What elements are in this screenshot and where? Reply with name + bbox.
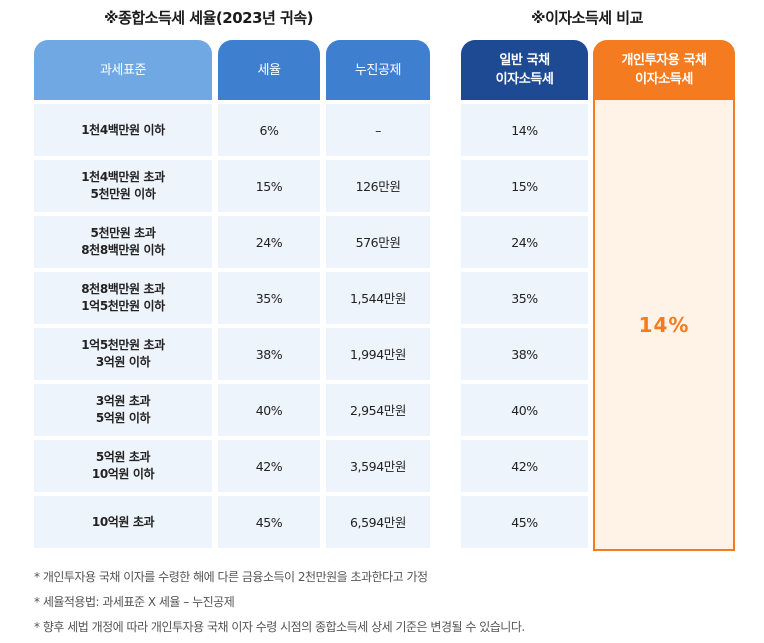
footnote: * 개인투자용 국채 이자를 수령한 해에 다른 금융소득이 2천만원을 초과한… — [34, 570, 428, 584]
header-rate: 세율 — [218, 40, 320, 100]
deduction-cell: 1,994만원 — [326, 328, 430, 380]
header-general-bond: 일반 국채 이자소득세 — [461, 40, 588, 100]
general-rate-cell: 38% — [461, 328, 588, 380]
rate-cell: 6% — [218, 104, 320, 156]
bracket-cell: 5천만원 초과 8천8백만원 이하 — [34, 216, 212, 268]
rate-cell: 35% — [218, 272, 320, 324]
bracket-cell: 5억원 초과 10억원 이하 — [34, 440, 212, 492]
tax-rate-title: ※종합소득세 세율(2023년 귀속) — [104, 9, 314, 27]
rate-cell: 24% — [218, 216, 320, 268]
footnote: * 세율적용법: 과세표준 X 세율 – 누진공제 — [34, 595, 235, 609]
bracket-cell: 3억원 초과 5억원 이하 — [34, 384, 212, 436]
bracket-cell: 8천8백만원 초과 1억5천만원 이하 — [34, 272, 212, 324]
deduction-cell: – — [326, 104, 430, 156]
rate-cell: 38% — [218, 328, 320, 380]
general-rate-cell: 14% — [461, 104, 588, 156]
rate-cell: 40% — [218, 384, 320, 436]
deduction-cell: 3,594만원 — [326, 440, 430, 492]
general-rate-cell: 35% — [461, 272, 588, 324]
interest-tax-title: ※이자소득세 비교 — [531, 9, 643, 27]
bracket-cell: 1억5천만원 초과 3억원 이하 — [34, 328, 212, 380]
bracket-cell: 1천4백만원 이하 — [34, 104, 212, 156]
bracket-cell: 1천4백만원 초과 5천만원 이하 — [34, 160, 212, 212]
header-personal-bond: 개인투자용 국채 이자소득세 — [593, 40, 735, 100]
general-rate-cell: 24% — [461, 216, 588, 268]
rate-cell: 45% — [218, 496, 320, 548]
general-rate-cell: 15% — [461, 160, 588, 212]
rate-cell: 42% — [218, 440, 320, 492]
deduction-cell: 6,594만원 — [326, 496, 430, 548]
deduction-cell: 576만원 — [326, 216, 430, 268]
personal-bond-rate: 14% — [638, 312, 690, 337]
deduction-cell: 2,954만원 — [326, 384, 430, 436]
general-rate-cell: 45% — [461, 496, 588, 548]
header-bracket: 과세표준 — [34, 40, 212, 100]
general-rate-cell: 42% — [461, 440, 588, 492]
deduction-cell: 1,544만원 — [326, 272, 430, 324]
footnote: * 향후 세법 개정에 따라 개인투자용 국채 이자 수령 시점의 종합소득세 … — [34, 620, 525, 634]
header-deduction: 누진공제 — [326, 40, 430, 100]
bracket-cell: 10억원 초과 — [34, 496, 212, 548]
rate-cell: 15% — [218, 160, 320, 212]
deduction-cell: 126만원 — [326, 160, 430, 212]
personal-bond-column: 14% — [593, 100, 735, 551]
general-rate-cell: 40% — [461, 384, 588, 436]
